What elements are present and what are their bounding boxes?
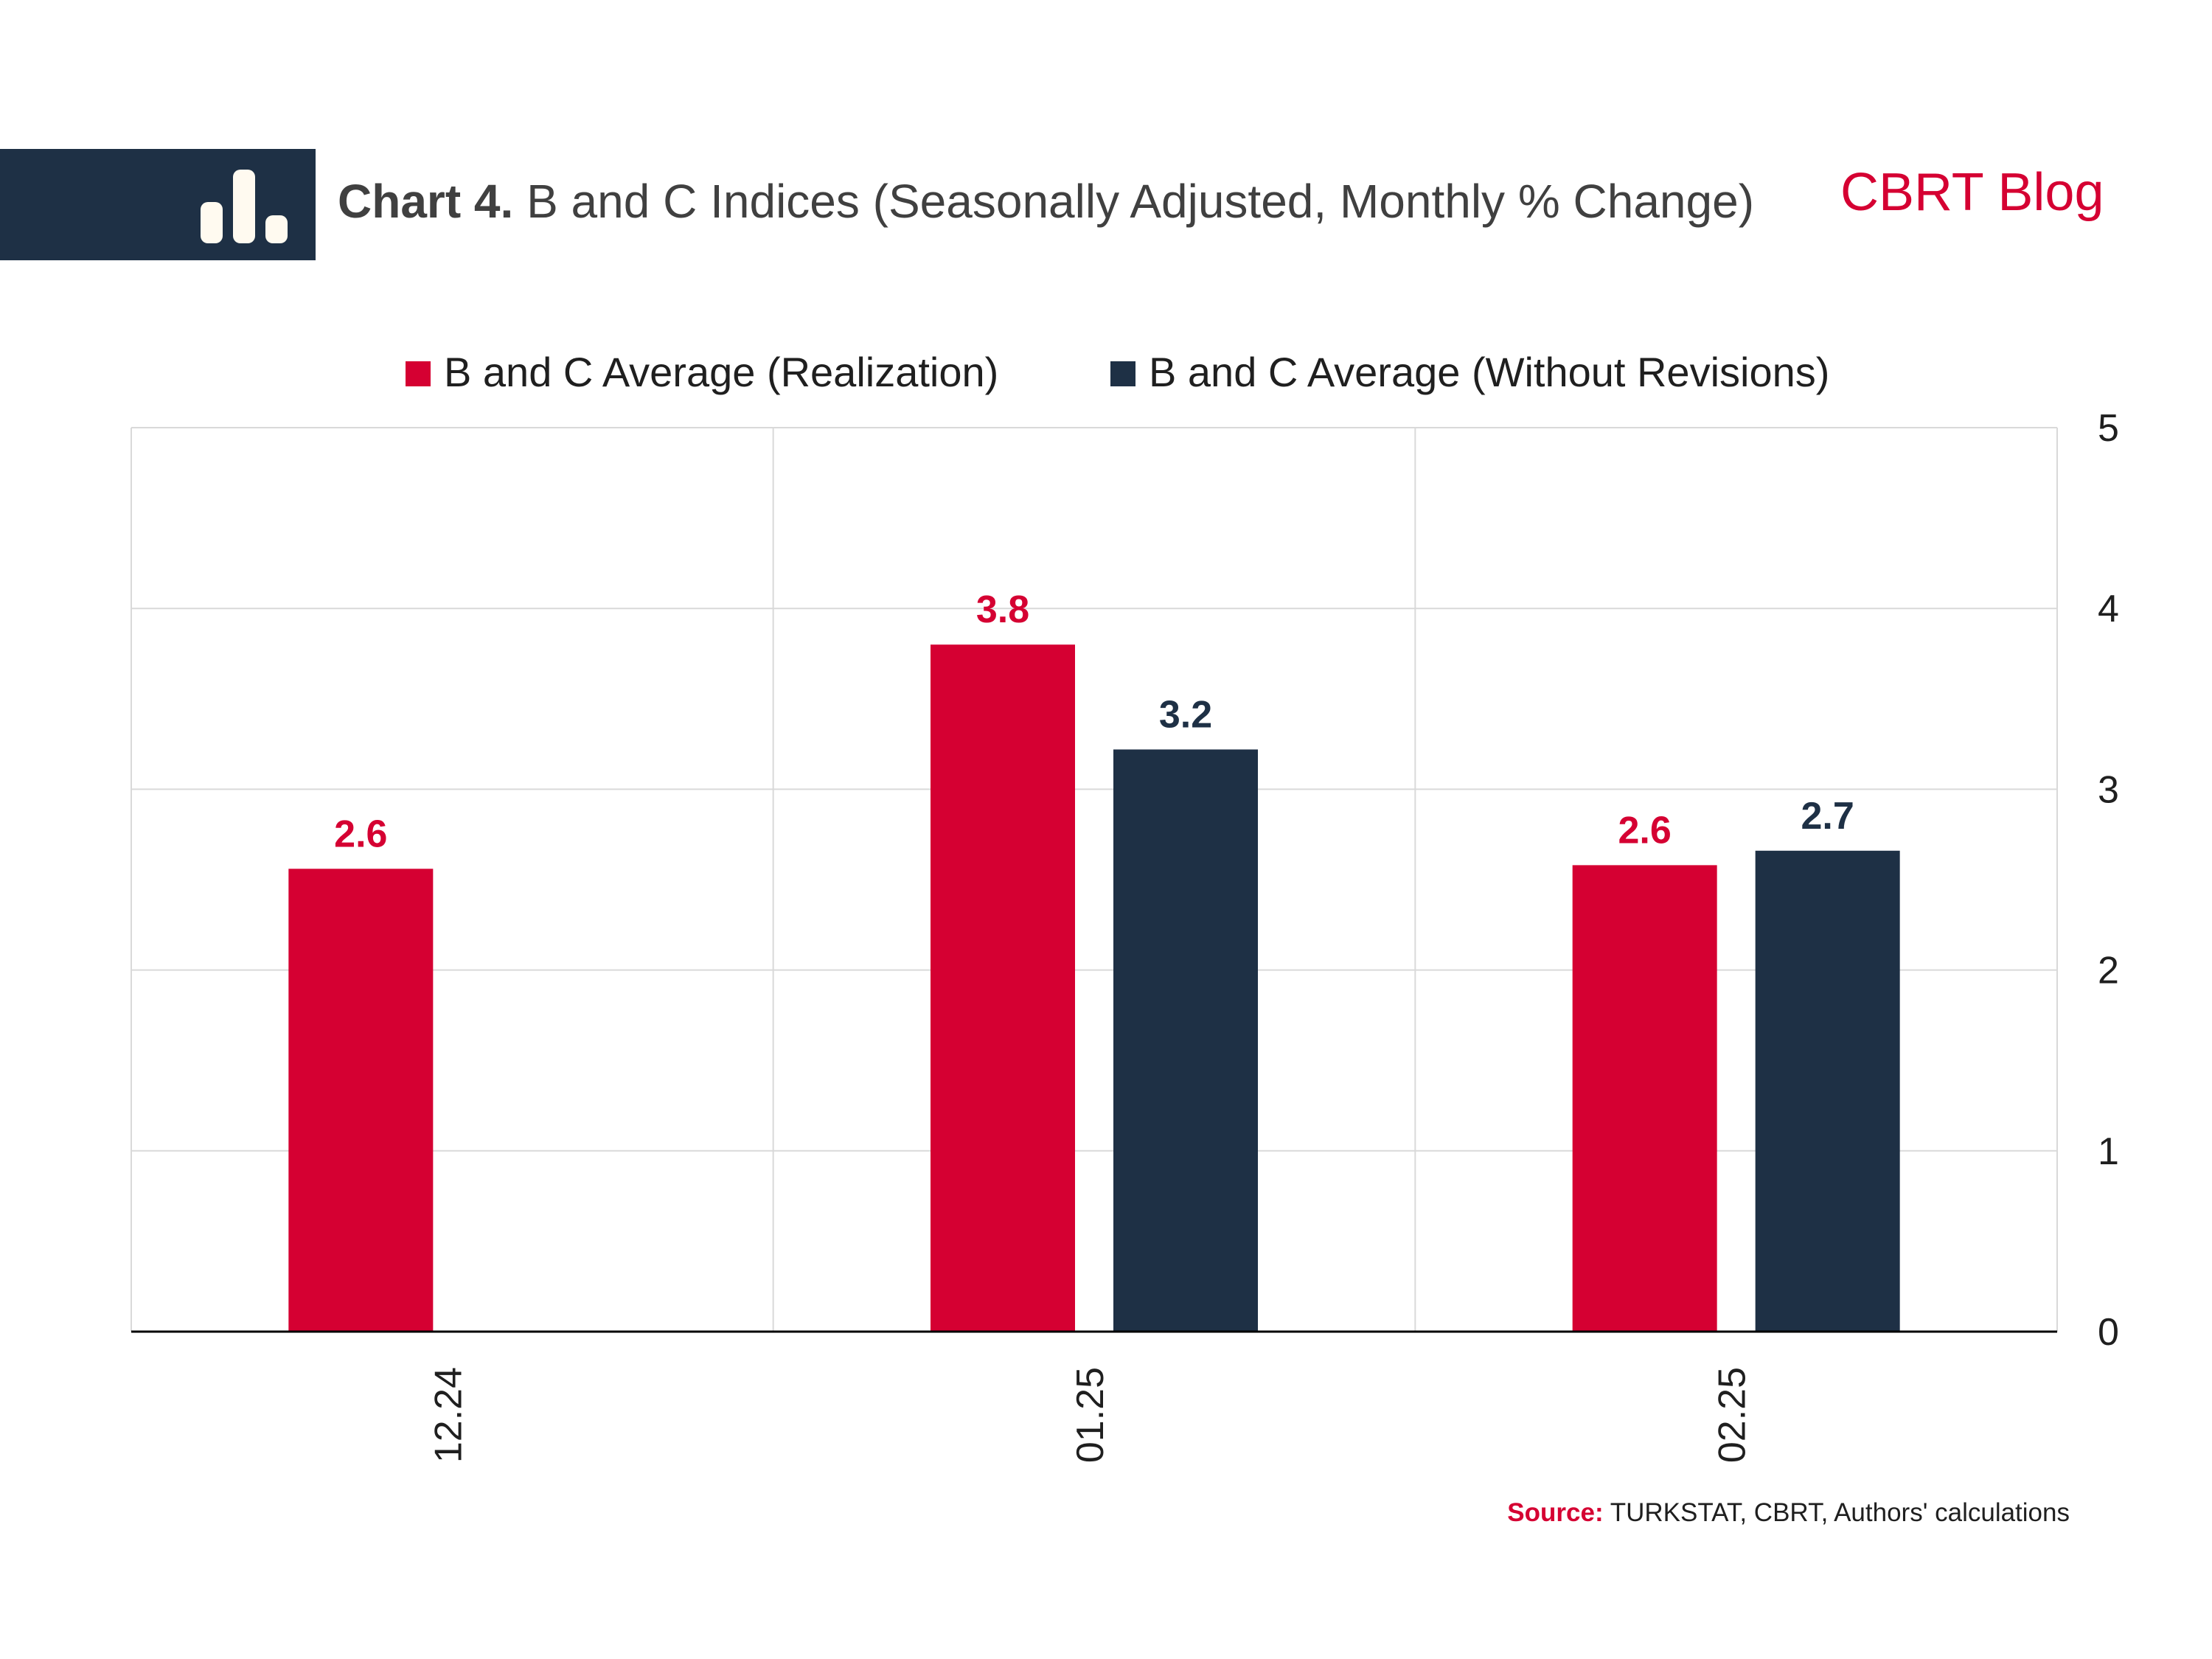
data-label-s0-2: 2.6	[1618, 809, 1672, 852]
y-tick-label-1: 1	[2098, 1130, 2119, 1173]
y-tick-label-4: 4	[2098, 588, 2119, 630]
data-label-s0-0: 2.6	[334, 813, 387, 855]
legend-swatch-realization	[406, 361, 431, 386]
bar-s0-2	[1572, 865, 1717, 1332]
x-tick-label-0: 12.24	[427, 1367, 470, 1463]
data-label-s0-1: 3.8	[976, 588, 1029, 631]
source-label: Source:	[1507, 1498, 1604, 1527]
legend-label-realization: B and C Average (Realization)	[444, 349, 999, 395]
legend-label-without-revisions: B and C Average (Without Revisions)	[1149, 349, 1830, 395]
x-tick-label-2: 02.25	[1711, 1367, 1754, 1463]
bar-s0-0	[288, 869, 434, 1332]
brand-name: CBRT Blog	[1840, 163, 2104, 222]
source-note: Source: TURKSTAT, CBRT, Authors' calcula…	[1507, 1498, 2070, 1528]
y-tick-label-0: 0	[2098, 1311, 2119, 1354]
bar-s0-1	[931, 644, 1075, 1332]
bar-chart-icon	[201, 170, 288, 243]
y-tick-label-2: 2	[2098, 950, 2119, 992]
y-tick-label-5: 5	[2098, 407, 2119, 450]
chart-title-prefix: Chart 4.	[338, 175, 514, 228]
source-text: TURKSTAT, CBRT, Authors' calculations	[1603, 1498, 2070, 1527]
y-tick-label-3: 3	[2098, 768, 2119, 811]
bar-s1-2	[1755, 850, 1900, 1332]
header-band	[0, 149, 316, 260]
legend-swatch-without-revisions	[1110, 361, 1135, 386]
data-label-s1-2: 2.7	[1801, 795, 1854, 838]
data-label-s1-1: 3.2	[1159, 693, 1212, 736]
x-tick-label-1: 01.25	[1069, 1367, 1112, 1463]
bar-s1-1	[1113, 749, 1258, 1332]
chart-title-text: B and C Indices (Seasonally Adjusted, Mo…	[513, 175, 1754, 228]
chart-title: Chart 4. B and C Indices (Seasonally Adj…	[338, 174, 1754, 229]
